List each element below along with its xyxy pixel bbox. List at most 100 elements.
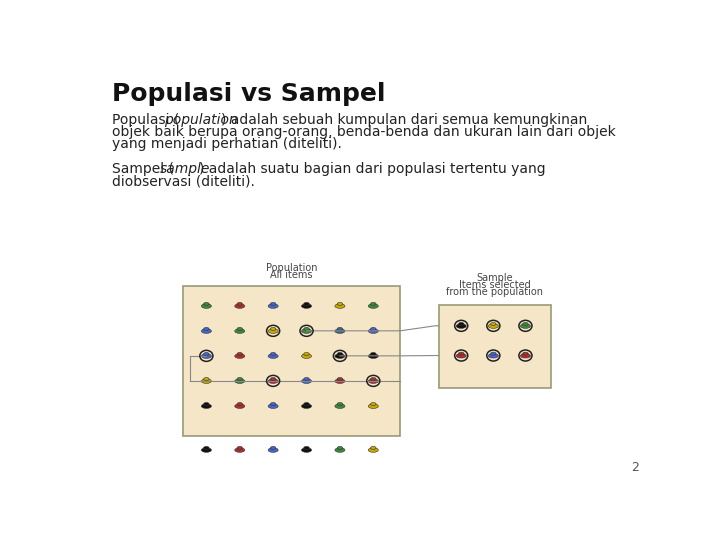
Ellipse shape — [304, 402, 310, 406]
Ellipse shape — [371, 302, 376, 306]
Text: diobservasi (diteliti).: diobservasi (diteliti). — [112, 174, 255, 188]
Ellipse shape — [268, 304, 278, 308]
Ellipse shape — [302, 304, 312, 308]
Ellipse shape — [237, 377, 243, 381]
Ellipse shape — [268, 354, 278, 359]
Ellipse shape — [488, 354, 498, 358]
Ellipse shape — [271, 327, 276, 330]
Ellipse shape — [202, 404, 212, 408]
Ellipse shape — [271, 302, 276, 306]
Ellipse shape — [371, 327, 376, 330]
Text: 2: 2 — [631, 462, 639, 475]
Ellipse shape — [268, 379, 278, 383]
Text: sample: sample — [160, 162, 210, 176]
Ellipse shape — [304, 302, 310, 306]
Ellipse shape — [302, 404, 312, 408]
Ellipse shape — [368, 354, 378, 359]
Ellipse shape — [371, 377, 376, 381]
Ellipse shape — [271, 353, 276, 355]
Ellipse shape — [337, 447, 343, 449]
Ellipse shape — [335, 404, 345, 408]
Text: Sample: Sample — [477, 273, 513, 284]
Ellipse shape — [237, 402, 243, 406]
Ellipse shape — [337, 353, 343, 355]
Ellipse shape — [368, 404, 378, 408]
Ellipse shape — [335, 304, 345, 308]
Ellipse shape — [202, 379, 212, 383]
Ellipse shape — [521, 354, 531, 358]
Text: Items selected: Items selected — [459, 280, 531, 291]
Ellipse shape — [268, 448, 278, 453]
Ellipse shape — [371, 402, 376, 406]
Ellipse shape — [337, 377, 343, 381]
Ellipse shape — [337, 302, 343, 306]
Ellipse shape — [204, 377, 209, 381]
Ellipse shape — [271, 402, 276, 406]
Text: Population: Population — [266, 264, 318, 273]
Text: population: population — [164, 112, 238, 126]
Ellipse shape — [204, 302, 209, 306]
Ellipse shape — [202, 448, 212, 453]
Ellipse shape — [335, 448, 345, 453]
Ellipse shape — [335, 379, 345, 383]
Ellipse shape — [521, 324, 531, 328]
Ellipse shape — [235, 404, 245, 408]
FancyBboxPatch shape — [183, 286, 400, 436]
Ellipse shape — [304, 327, 310, 330]
Ellipse shape — [368, 448, 378, 453]
Ellipse shape — [335, 354, 345, 359]
Ellipse shape — [302, 448, 312, 453]
Ellipse shape — [459, 352, 464, 355]
Ellipse shape — [490, 322, 496, 326]
Ellipse shape — [237, 353, 243, 355]
Ellipse shape — [271, 447, 276, 449]
Ellipse shape — [202, 329, 212, 333]
Text: ) adalah sebuah kumpulan dari semua kemungkinan: ) adalah sebuah kumpulan dari semua kemu… — [221, 112, 588, 126]
Ellipse shape — [235, 448, 245, 453]
Ellipse shape — [368, 379, 378, 383]
Text: Populasi (: Populasi ( — [112, 112, 179, 126]
Text: objek baik berupa orang-orang, benda-benda dan ukuran lain dari objek: objek baik berupa orang-orang, benda-ben… — [112, 125, 616, 139]
Text: yang menjadi perhatian (diteliti).: yang menjadi perhatian (diteliti). — [112, 137, 341, 151]
Ellipse shape — [302, 354, 312, 359]
Text: ) adalah suatu bagian dari populasi tertentu yang: ) adalah suatu bagian dari populasi tert… — [199, 162, 546, 176]
Ellipse shape — [204, 402, 209, 406]
Ellipse shape — [204, 327, 209, 330]
Ellipse shape — [488, 324, 498, 328]
Ellipse shape — [304, 447, 310, 449]
Ellipse shape — [523, 352, 528, 355]
Ellipse shape — [237, 447, 243, 449]
Ellipse shape — [304, 353, 310, 355]
FancyBboxPatch shape — [438, 305, 551, 388]
Text: Populasi vs Sampel: Populasi vs Sampel — [112, 82, 385, 106]
Ellipse shape — [235, 304, 245, 308]
Ellipse shape — [337, 327, 343, 330]
Ellipse shape — [456, 324, 467, 328]
Ellipse shape — [202, 354, 212, 359]
Ellipse shape — [368, 304, 378, 308]
Text: All items: All items — [270, 271, 312, 280]
Ellipse shape — [237, 327, 243, 330]
Ellipse shape — [371, 447, 376, 449]
Ellipse shape — [235, 354, 245, 359]
Ellipse shape — [368, 329, 378, 333]
Ellipse shape — [490, 352, 496, 355]
Ellipse shape — [302, 329, 312, 333]
Ellipse shape — [523, 322, 528, 326]
Ellipse shape — [237, 302, 243, 306]
Ellipse shape — [371, 353, 376, 355]
Ellipse shape — [271, 377, 276, 381]
Ellipse shape — [204, 353, 209, 355]
Ellipse shape — [204, 447, 209, 449]
Ellipse shape — [202, 304, 212, 308]
Ellipse shape — [235, 379, 245, 383]
Ellipse shape — [335, 329, 345, 333]
Ellipse shape — [337, 402, 343, 406]
Text: Sampel (: Sampel ( — [112, 162, 174, 176]
Text: from the population: from the population — [446, 287, 544, 298]
Ellipse shape — [268, 404, 278, 408]
Ellipse shape — [304, 377, 310, 381]
Ellipse shape — [302, 379, 312, 383]
Ellipse shape — [459, 322, 464, 326]
Ellipse shape — [268, 329, 278, 333]
